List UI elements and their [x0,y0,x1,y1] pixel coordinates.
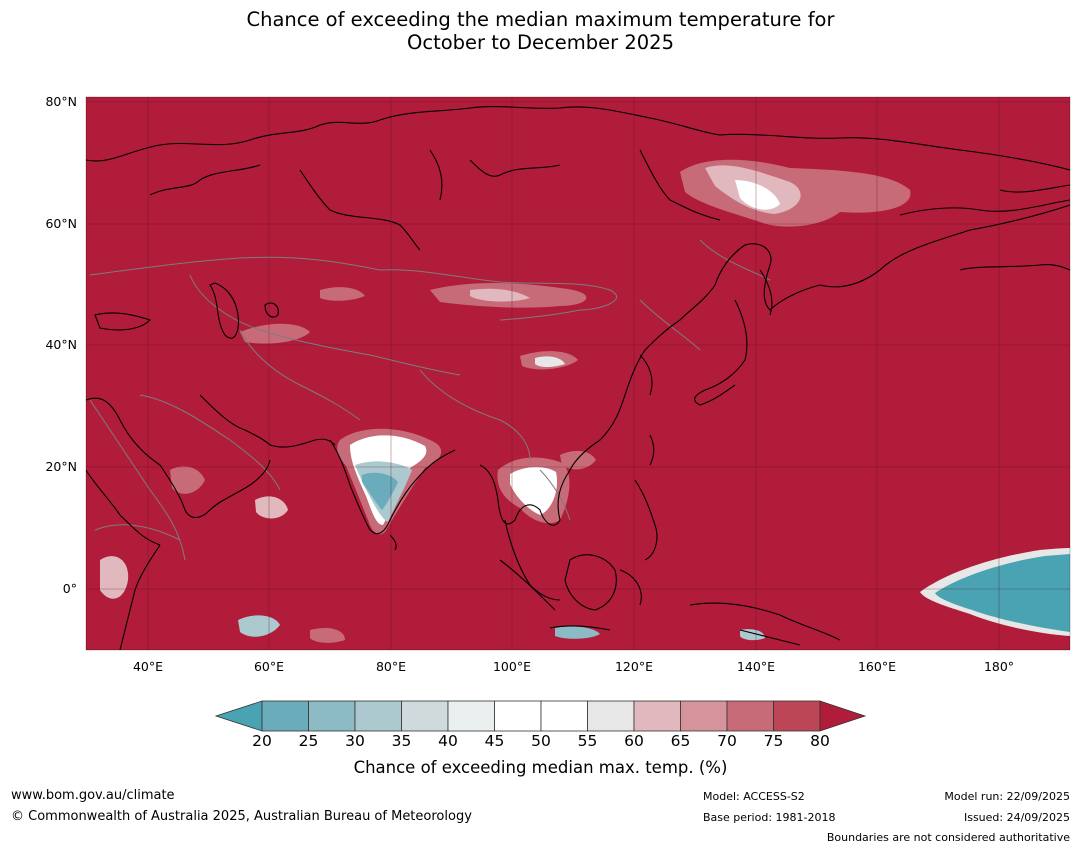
x-label-100e: 100°E [492,659,531,674]
y-label-40n: 40°N [45,337,77,352]
colorbar-tick-label: 75 [763,732,784,750]
title-line-1: Chance of exceeding the median maximum t… [246,8,835,31]
colorbar-cell [354,700,402,732]
y-label-60n: 60°N [45,216,77,231]
y-label-80n: 80°N [45,94,77,109]
colorbar-tick-label: 25 [298,732,319,750]
colorbar-tick-label: 20 [252,732,272,750]
colorbar-tick-label: 40 [438,732,458,750]
colorbar-cell [726,700,774,732]
colorbar-cell [633,700,681,732]
country-boundaries [89,239,771,561]
coastlines [86,106,1070,650]
colorbar-cell [494,700,542,732]
base-period-text: Base period: 1981-2018 [703,811,836,824]
x-label-180: 180° [983,659,1015,674]
disclaimer-text: Boundaries are not considered authoritat… [826,831,1070,844]
x-label-120e: 120°E [614,659,653,674]
colorbar-cell [540,700,588,732]
colorbar-cell [401,700,449,732]
colorbar-tick-label: 30 [345,732,365,750]
colorbar-cell [308,700,356,732]
colorbar-cell [773,700,821,732]
colorbar-cell [587,700,635,732]
colorbar-cell [261,700,309,732]
x-label-140e: 140°E [736,659,775,674]
chart-title: Chance of exceeding the median maximum t… [0,8,1081,54]
colorbar-extend-high [819,700,867,732]
probability-patches [100,159,1070,643]
colorbar-cell [680,700,728,732]
colorbar-extend-low [214,700,263,732]
colorbar-tick-label: 65 [670,732,691,750]
x-label-80e: 80°E [375,659,407,674]
colorbar-cell [447,700,495,732]
colorbar-tick-label: 60 [624,732,644,750]
model-text: Model: ACCESS-S2 [703,790,805,803]
copyright-text: © Commonwealth of Australia 2025, Austra… [11,809,472,824]
colorbar-tick-label: 45 [484,732,505,750]
model-run-text: Model run: 22/09/2025 [944,790,1070,803]
x-label-60e: 60°E [253,659,285,674]
x-label-40e: 40°E [132,659,164,674]
issued-text: Issued: 24/09/2025 [963,811,1070,824]
colorbar-title: Chance of exceeding median max. temp. (%… [353,758,728,777]
y-label-20n: 20°N [45,459,77,474]
graticule [86,97,1070,650]
colorbar-tick-label: 35 [391,732,412,750]
colorbar-tick-label: 80 [810,732,830,750]
title-line-2: October to December 2025 [407,31,674,54]
colorbar-tick-label: 55 [577,732,598,750]
colorbar-tick-label: 50 [531,732,551,750]
y-label-0: 0° [62,581,77,596]
website-link[interactable]: www.bom.gov.au/climate [11,788,175,803]
x-label-160e: 160°E [857,659,896,674]
colorbar-tick-label: 70 [717,732,737,750]
